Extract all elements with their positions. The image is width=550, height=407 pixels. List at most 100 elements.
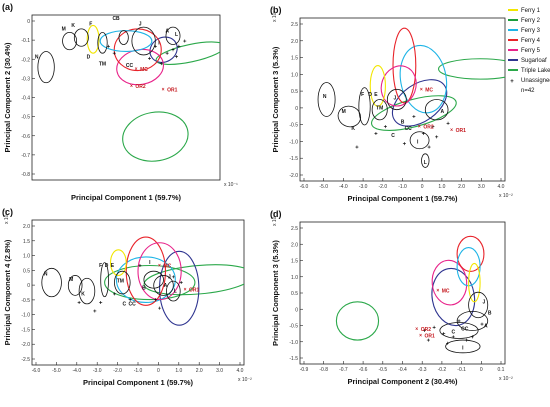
- x-tick-label: -3.0: [93, 368, 102, 374]
- group-label: TM: [99, 61, 106, 67]
- ellipse-sugarloaf: [159, 250, 200, 326]
- unassigned-point: [93, 309, 97, 313]
- sample-marker: ×: [135, 66, 138, 72]
- group-label: A: [165, 28, 169, 34]
- y-tick-label: 0: [27, 19, 30, 25]
- y-tick-label: -1.5: [289, 156, 298, 162]
- y-tick-label: -0.8: [21, 172, 30, 178]
- ellipse-k: [73, 28, 89, 47]
- unassigned-point: [457, 319, 461, 323]
- y-tick-label: 1.5: [291, 259, 298, 265]
- x-tick-label: -0.5: [378, 367, 387, 373]
- ellipse-l: [166, 280, 181, 302]
- sample-label: OR1: [167, 88, 178, 94]
- group-label: K: [351, 126, 355, 132]
- ellipse-ferry-3: [399, 44, 448, 114]
- sample-marker: ×: [162, 87, 165, 93]
- panel-b: (b)2.52.01.51.00.50-0.5-1.0-1.5-2.0-6.0-…: [270, 5, 513, 203]
- ellipse-ferry-5: [137, 242, 182, 301]
- y-tick-label: 0: [27, 283, 30, 289]
- sample-marker: ×: [158, 263, 161, 269]
- x-tick-label: 2.0: [196, 368, 203, 374]
- y-tick-label: 0: [295, 307, 298, 313]
- group-label: TM: [117, 279, 124, 285]
- x-tick-label: -0.9: [300, 367, 309, 373]
- y-exponent: x 10⁻²: [272, 8, 278, 22]
- y-tick-label: 0.5: [23, 268, 30, 274]
- sample-marker: ×: [184, 287, 187, 293]
- unassigned-point: [446, 341, 450, 345]
- ellipse-ferry-3: [99, 30, 153, 53]
- ellipse-a: [456, 310, 489, 331]
- panel-label: (c): [2, 207, 13, 217]
- y-tick-label: -2.0: [21, 342, 30, 348]
- ellipse-k: [78, 277, 96, 305]
- ellipse-n: [317, 82, 336, 117]
- x-tick-label: 1.0: [438, 184, 445, 190]
- ellipse-triple-lakes: [371, 95, 457, 131]
- y-tick-label: 1.0: [291, 275, 298, 281]
- group-label: M: [69, 277, 73, 283]
- group-label: J: [483, 299, 486, 305]
- group-label: J: [139, 21, 142, 27]
- y-tick-label: -0.5: [289, 123, 298, 129]
- ellipse-m: [62, 31, 78, 51]
- x-tick-label: 2.0: [458, 184, 465, 190]
- unassigned-point: [421, 131, 425, 135]
- ellipse-triple-lakes: [438, 58, 505, 80]
- x-tick-label: 0: [480, 367, 483, 373]
- unassigned-point: [374, 131, 378, 135]
- unassigned-point: [183, 39, 187, 43]
- unassigned-point: [179, 281, 183, 285]
- y-tick-label: 1.0: [23, 254, 30, 260]
- panel-label: (d): [270, 209, 282, 219]
- unassigned-point: [442, 332, 446, 336]
- unassigned-point: [383, 125, 387, 129]
- x-tick-label: -1.0: [398, 184, 407, 190]
- sample-marker: ×: [415, 326, 418, 332]
- group-label: N: [35, 54, 39, 60]
- x-exponent: x 10⁻¹: [224, 182, 238, 188]
- y-tick-label: 1.5: [23, 239, 30, 245]
- group-label: D: [368, 92, 372, 98]
- group-label: CC: [461, 326, 469, 332]
- x-tick-label: -2.0: [378, 184, 387, 190]
- group-label: L: [175, 32, 178, 38]
- unassigned-point: [77, 300, 81, 304]
- unassigned-point: [112, 51, 116, 55]
- unassigned-point: [402, 142, 406, 146]
- y-tick-label: -2.0: [289, 173, 298, 179]
- group-label: F: [89, 21, 92, 27]
- sample-label: MC: [140, 67, 148, 73]
- unassigned-point: [158, 306, 162, 310]
- unassigned-point: [175, 55, 179, 59]
- x-tick-label: -6.0: [300, 184, 309, 190]
- unassigned-point: [480, 322, 484, 326]
- group-label: CC: [128, 301, 136, 307]
- y-tick-label: 1.0: [291, 72, 298, 78]
- y-axis-label: Principal Component 3 (5.3%): [271, 46, 280, 152]
- plot-frame: [31, 14, 221, 181]
- group-label: I: [158, 41, 160, 47]
- y-tick-label: 1.5: [291, 56, 298, 62]
- x-axis-label: Principal Component 1 (59.7%): [347, 194, 458, 203]
- unassigned-point: [426, 338, 430, 342]
- x-axis-label: Principal Component 1 (59.7%): [71, 193, 182, 202]
- y-tick-label: -1.0: [21, 313, 30, 319]
- group-label: I: [462, 346, 464, 352]
- unassigned-point: [412, 114, 416, 118]
- sample-label: MC: [164, 263, 172, 269]
- legend-label: Ferry 4: [521, 38, 541, 44]
- unassigned-point: [99, 300, 103, 304]
- x-tick-label: 0: [157, 368, 160, 374]
- ellipse-sugarloaf: [431, 267, 476, 327]
- ellipse-triple-lakes: [122, 111, 189, 162]
- legend-note: n=42: [521, 88, 535, 94]
- ellipse-j: [131, 26, 156, 56]
- sample-marker: ×: [418, 124, 421, 130]
- y-tick-label: -0.3: [21, 76, 30, 82]
